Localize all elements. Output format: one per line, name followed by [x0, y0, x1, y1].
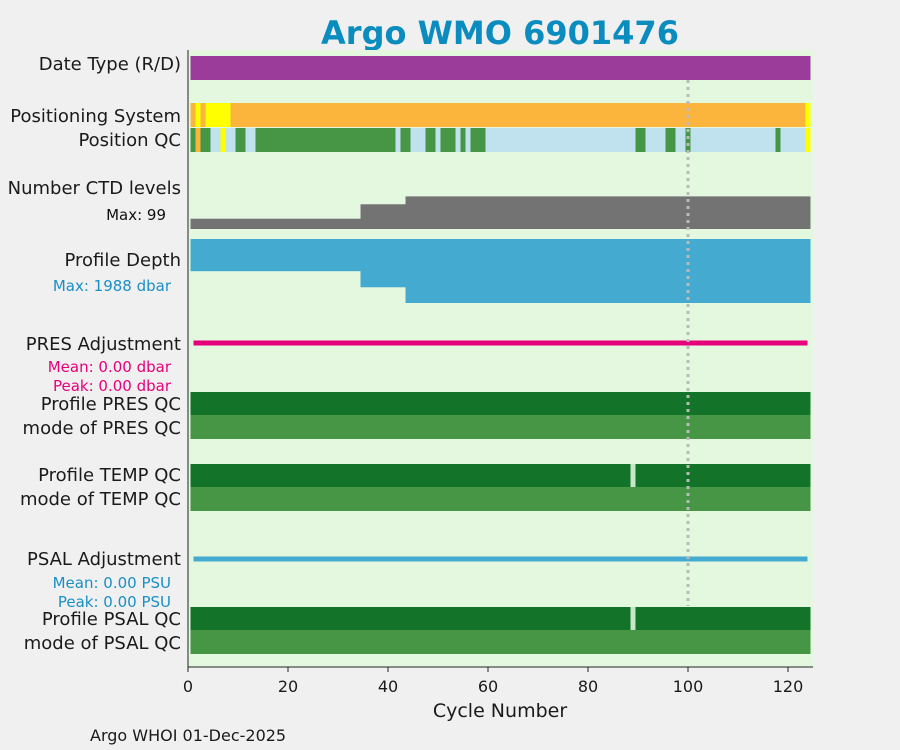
x-tick-label-40: 40 [378, 677, 398, 696]
x-axis: 0 20 40 60 80 100 120 [183, 50, 813, 696]
depth-max-label: Max: 1988 dbar [53, 277, 172, 295]
row-label-mode-psal-qc: mode of PSAL QC [24, 633, 181, 654]
segment-position-qc-22 [665, 128, 676, 152]
segment-position-qc-18 [470, 128, 486, 152]
segment-position-qc-21 [645, 128, 666, 152]
row-label-profile-temp-qc: Profile TEMP QC [38, 465, 181, 486]
segment-profile-temp-qc-0 [190, 464, 631, 487]
x-tick-label-120: 120 [773, 677, 804, 696]
segment-position-qc-27 [780, 128, 806, 152]
segment-position-qc-23 [675, 128, 686, 152]
segment-profile-psal-qc-0 [190, 607, 631, 630]
profile-depth-bar-1 [360, 239, 406, 288]
segment-position-qc-28 [805, 128, 811, 152]
segment-positioning-system-2 [200, 103, 206, 127]
footer-credit: Argo WHOI 01-Dec-2025 [90, 726, 286, 745]
segment-position-qc-6 [235, 128, 246, 152]
profile-depth-bar-0 [190, 239, 361, 272]
segment-positioning-system-5 [805, 103, 811, 127]
psal-mean-label: Mean: 0.00 PSU [53, 574, 171, 592]
segment-position-qc-5 [225, 128, 236, 152]
segment-position-qc-15 [455, 128, 461, 152]
segment-position-qc-13 [435, 128, 441, 152]
segment-position-qc-3 [210, 128, 221, 152]
segment-position-qc-10 [400, 128, 411, 152]
chart-marks [190, 56, 811, 654]
segment-position-qc-14 [440, 128, 456, 152]
row-label-profile-pres-qc: Profile PRES QC [41, 394, 181, 415]
chart-title: Argo WMO 6901476 [321, 14, 679, 52]
x-tick-label-20: 20 [278, 677, 298, 696]
segment-position-qc-12 [425, 128, 436, 152]
plot-area [188, 50, 813, 667]
row-label-ctd-levels: Number CTD levels [8, 178, 181, 199]
segment-profile-temp-qc-1 [630, 464, 636, 487]
ctd-levels-bar-1 [360, 204, 406, 229]
x-tick-label-0: 0 [183, 677, 193, 696]
segment-profile-psal-qc-1 [630, 607, 636, 630]
row-label-mode-temp-qc: mode of TEMP QC [20, 489, 181, 510]
segment-position-qc-7 [245, 128, 256, 152]
segment-profile-temp-qc-2 [635, 464, 811, 487]
segment-position-qc-25 [690, 128, 776, 152]
x-tick-label-100: 100 [673, 677, 704, 696]
row-label-positioning-system: Positioning System [10, 106, 181, 127]
segment-position-qc-26 [775, 128, 781, 152]
segment-position-qc-19 [485, 128, 636, 152]
segment-position-qc-24 [685, 128, 691, 152]
segment-position-qc-1 [195, 128, 201, 152]
segment-mode-psal-qc-0 [190, 630, 811, 654]
row-label-position-qc: Position QC [78, 130, 181, 151]
x-axis-label: Cycle Number [433, 700, 567, 722]
segment-position-qc-9 [395, 128, 401, 152]
segment-profile-psal-qc-2 [635, 607, 811, 630]
segment-positioning-system-0 [190, 103, 196, 127]
row-label-psal-adjustment: PSAL Adjustment [27, 549, 181, 570]
ctd-max-label: Max: 99 [106, 206, 166, 224]
row-label-profile-psal-qc: Profile PSAL QC [42, 609, 181, 630]
psal-peak-label: Peak: 0.00 PSU [58, 593, 171, 611]
pres-peak-label: Peak: 0.00 dbar [53, 377, 172, 395]
segment-date-type-0 [190, 56, 811, 80]
segment-mode-pres-qc-0 [190, 415, 811, 439]
row-label-pres-adjustment: PRES Adjustment [26, 334, 181, 355]
segment-position-qc-0 [190, 128, 196, 152]
ctd-levels-bar-2 [405, 196, 811, 229]
segment-position-qc-16 [460, 128, 466, 152]
pres-mean-label: Mean: 0.00 dbar [48, 358, 172, 376]
segment-positioning-system-4 [230, 103, 806, 127]
x-tick-label-80: 80 [578, 677, 598, 696]
ctd-levels-bar-0 [190, 218, 361, 229]
segment-position-qc-17 [465, 128, 471, 152]
segment-position-qc-2 [200, 128, 211, 152]
segment-mode-temp-qc-0 [190, 487, 811, 511]
segment-positioning-system-1 [195, 103, 201, 127]
segment-position-qc-8 [255, 128, 396, 152]
row-label-mode-pres-qc: mode of PRES QC [23, 418, 181, 439]
segment-profile-pres-qc-0 [190, 392, 811, 415]
segment-position-qc-11 [410, 128, 426, 152]
segment-positioning-system-3 [205, 103, 231, 127]
profile-depth-bar-2 [405, 239, 811, 303]
segment-position-qc-4 [220, 128, 226, 152]
row-label-date-type: Date Type (R/D) [39, 54, 181, 75]
segment-position-qc-20 [635, 128, 646, 152]
x-tick-label-60: 60 [478, 677, 498, 696]
row-label-profile-depth: Profile Depth [64, 250, 181, 271]
